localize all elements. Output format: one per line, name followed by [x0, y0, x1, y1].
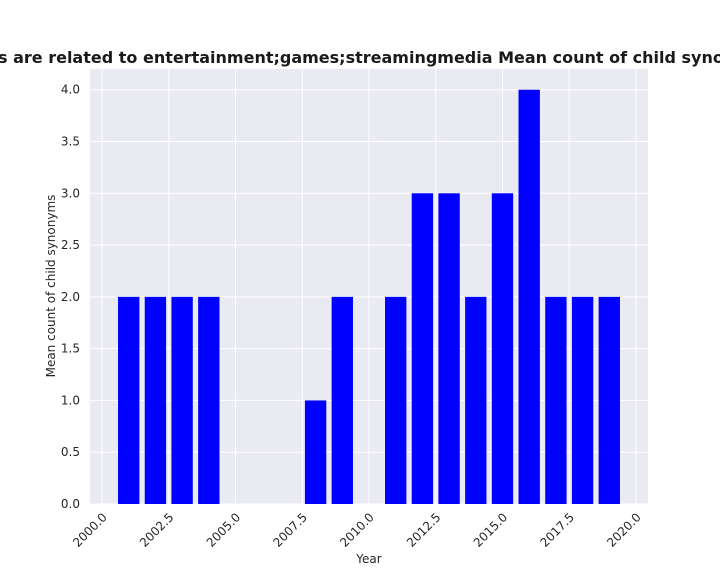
bars: [118, 89, 620, 505]
x-tick-label: 2017.5: [537, 510, 577, 550]
bar-2001: [118, 296, 140, 504]
bar-2012: [411, 193, 434, 505]
bar-2015: [491, 193, 514, 505]
y-tick-label: 3.5: [61, 135, 80, 149]
y-tick-label: 2.0: [61, 290, 80, 304]
bar-2003: [171, 296, 193, 504]
x-tick-label: 2012.5: [404, 510, 444, 550]
x-tick-label: 2005.0: [204, 510, 244, 550]
bar-2014: [465, 296, 487, 504]
bar-2004: [198, 296, 220, 504]
bar-2002: [144, 296, 167, 504]
x-tick-label: 2020.0: [604, 510, 644, 550]
bar-2009: [331, 296, 353, 504]
x-tick-label: 2015.0: [471, 510, 511, 550]
y-tick-label: 0.0: [61, 497, 80, 511]
bar-2016: [518, 89, 540, 504]
chart-title: s are related to entertainment;games;str…: [0, 48, 720, 67]
x-tick-label: 2000.0: [70, 510, 110, 550]
bar-2008: [304, 400, 327, 504]
y-tick-label: 1.0: [61, 393, 80, 407]
x-tick-label: 2010.0: [337, 510, 377, 550]
x-tick-label: 2002.5: [137, 510, 177, 550]
y-axis-label: Mean count of child synonyms: [44, 195, 58, 378]
bar-2017: [545, 296, 567, 504]
y-tick-label: 2.5: [61, 238, 80, 252]
x-axis-label: Year: [355, 552, 381, 566]
x-tick-label: 2007.5: [270, 510, 310, 550]
y-tick-labels: 0.0 0.5 1.0 1.5 2.0 2.5 3.0 3.5 4.0: [61, 83, 80, 511]
bar-2011: [385, 296, 407, 504]
y-tick-label: 1.5: [61, 342, 80, 356]
bar-2018: [571, 296, 594, 504]
x-tick-labels: 2000.0 2002.5 2005.0 2007.5 2010.0 2012.5 2015…: [70, 510, 644, 550]
bar-2019: [598, 296, 620, 504]
y-tick-label: 3.0: [61, 186, 80, 200]
y-tick-label: 4.0: [61, 83, 80, 97]
y-tick-label: 0.5: [61, 445, 80, 459]
bar-2013: [438, 193, 460, 505]
